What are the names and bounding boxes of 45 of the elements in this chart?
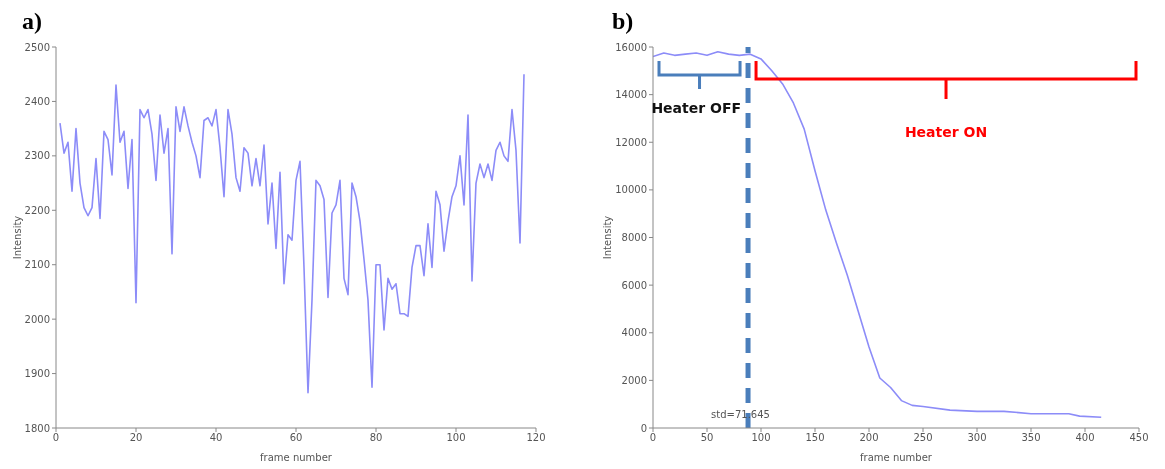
y-tick-label: 8000 bbox=[621, 232, 647, 244]
y-tick-label: 4000 bbox=[621, 327, 647, 339]
x-tick-label: 60 bbox=[289, 432, 303, 444]
y-tick-label: 10000 bbox=[615, 184, 647, 196]
x-tick-label: 450 bbox=[1129, 432, 1149, 444]
x-tick-label: 20 bbox=[129, 432, 143, 444]
y-tick-label: 2000 bbox=[24, 313, 50, 325]
y-tick-label: 2000 bbox=[621, 374, 647, 386]
y-tick-label: 0 bbox=[640, 422, 647, 434]
y-tick-label: 6000 bbox=[621, 279, 647, 291]
y-tick-label: 14000 bbox=[615, 89, 647, 101]
x-tick-label: 300 bbox=[967, 432, 987, 444]
y-axis-title: Intensity bbox=[602, 215, 613, 260]
line-series bbox=[59, 73, 525, 394]
y-tick-label: 2500 bbox=[24, 41, 50, 53]
annotation: std=71.645 bbox=[711, 409, 770, 420]
y-tick-label: 2200 bbox=[24, 204, 50, 216]
x-tick-label: 50 bbox=[700, 432, 714, 444]
x-tick-label: 250 bbox=[913, 432, 933, 444]
y-axis-title: Intensity bbox=[12, 215, 23, 260]
x-axis-title: frame number bbox=[860, 452, 933, 463]
line-series bbox=[653, 50, 1102, 419]
y-tick-label: 2400 bbox=[24, 95, 50, 107]
x-tick-label: 0 bbox=[52, 432, 60, 444]
x-tick-label: 80 bbox=[369, 432, 383, 444]
x-tick-label: 400 bbox=[1075, 432, 1095, 444]
x-tick-label: 0 bbox=[649, 432, 657, 444]
annotation: Heater ON bbox=[904, 124, 988, 140]
x-axis-title: frame number bbox=[260, 452, 333, 463]
y-tick-label: 16000 bbox=[615, 41, 647, 53]
chart-title: a) bbox=[22, 8, 42, 35]
y-tick-label: 1800 bbox=[24, 422, 50, 434]
y-tick-label: 2300 bbox=[24, 150, 50, 162]
annotation: Heater OFF bbox=[651, 100, 742, 116]
x-tick-label: 120 bbox=[526, 432, 546, 444]
x-tick-label: 100 bbox=[751, 432, 771, 444]
y-tick-label: 2100 bbox=[24, 259, 50, 271]
x-tick-label: 350 bbox=[1021, 432, 1041, 444]
x-tick-label: 40 bbox=[209, 432, 223, 444]
x-tick-label: 200 bbox=[859, 432, 879, 444]
x-tick-label: 100 bbox=[446, 432, 466, 444]
chart-title: b) bbox=[612, 8, 634, 35]
y-tick-label: 12000 bbox=[615, 136, 647, 148]
x-tick-label: 150 bbox=[805, 432, 825, 444]
y-tick-label: 1900 bbox=[24, 368, 50, 380]
